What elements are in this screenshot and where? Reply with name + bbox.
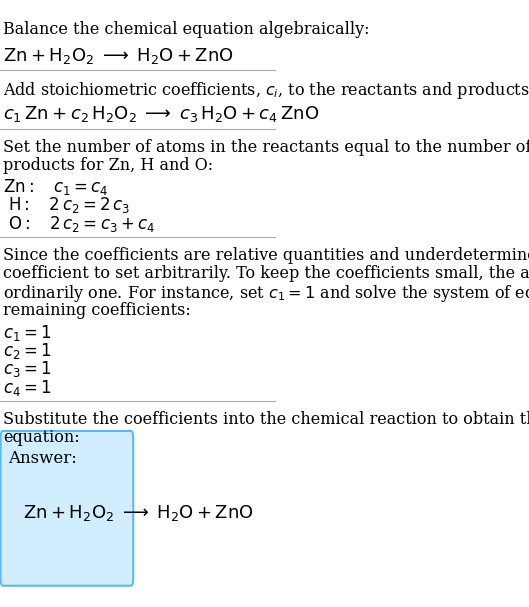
Text: $c_1 = 1$: $c_1 = 1$ xyxy=(3,323,52,343)
Text: Substitute the coefficients into the chemical reaction to obtain the balanced: Substitute the coefficients into the che… xyxy=(3,411,529,428)
Text: Add stoichiometric coefficients, $c_i$, to the reactants and products:: Add stoichiometric coefficients, $c_i$, … xyxy=(3,80,529,101)
Text: Answer:: Answer: xyxy=(8,450,77,467)
Text: $c_2 = 1$: $c_2 = 1$ xyxy=(3,341,52,361)
Text: Set the number of atoms in the reactants equal to the number of atoms in the: Set the number of atoms in the reactants… xyxy=(3,139,529,156)
Text: $c_4 = 1$: $c_4 = 1$ xyxy=(3,378,52,398)
Text: $c_3 = 1$: $c_3 = 1$ xyxy=(3,359,52,379)
Text: $c_1\, \mathrm{Zn} + c_2\, \mathrm{H_2O_2} \;\longrightarrow\; c_3\, \mathrm{H_2: $c_1\, \mathrm{Zn} + c_2\, \mathrm{H_2O_… xyxy=(3,104,320,124)
FancyBboxPatch shape xyxy=(1,431,133,586)
Text: $\mathrm{Zn:}\quad c_1 = c_4$: $\mathrm{Zn:}\quad c_1 = c_4$ xyxy=(3,177,109,197)
Text: ordinarily one. For instance, set $c_1 = 1$ and solve the system of equations fo: ordinarily one. For instance, set $c_1 =… xyxy=(3,283,529,305)
Text: $\mathrm{Zn} + \mathrm{H_2O_2} \;\longrightarrow\; \mathrm{H_2O} + \mathrm{ZnO}$: $\mathrm{Zn} + \mathrm{H_2O_2} \;\longri… xyxy=(3,46,234,66)
Text: $\mathrm{Zn} + \mathrm{H_2O_2} \;\longrightarrow\; \mathrm{H_2O} + \mathrm{ZnO}$: $\mathrm{Zn} + \mathrm{H_2O_2} \;\longri… xyxy=(23,503,254,523)
Text: Since the coefficients are relative quantities and underdetermined, choose a: Since the coefficients are relative quan… xyxy=(3,247,529,264)
Text: coefficient to set arbitrarily. To keep the coefficients small, the arbitrary va: coefficient to set arbitrarily. To keep … xyxy=(3,265,529,282)
Text: products for Zn, H and O:: products for Zn, H and O: xyxy=(3,157,213,174)
Text: Balance the chemical equation algebraically:: Balance the chemical equation algebraica… xyxy=(3,21,370,38)
Text: equation:: equation: xyxy=(3,429,80,446)
Text: remaining coefficients:: remaining coefficients: xyxy=(3,302,191,319)
Text: $\mathrm{O:}\quad 2\,c_2 = c_3 + c_4$: $\mathrm{O:}\quad 2\,c_2 = c_3 + c_4$ xyxy=(8,214,156,234)
Text: $\mathrm{H:}\quad 2\,c_2 = 2\,c_3$: $\mathrm{H:}\quad 2\,c_2 = 2\,c_3$ xyxy=(8,195,131,215)
